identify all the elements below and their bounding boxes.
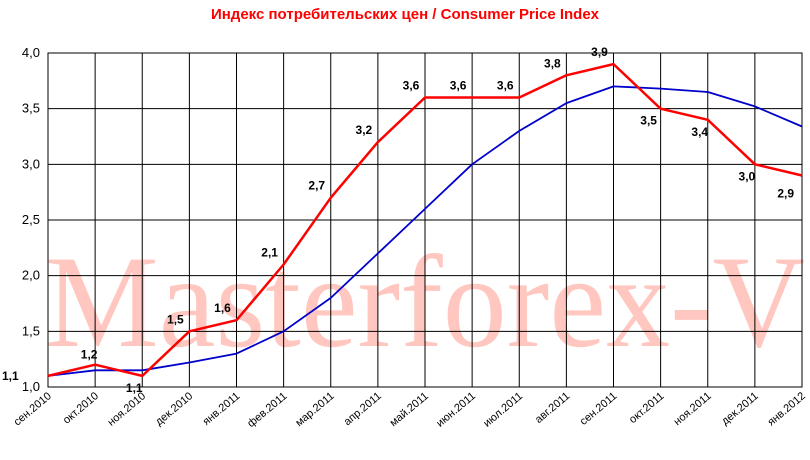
data-label: 1,1 — [126, 381, 143, 395]
x-tick-label: янв.2011 — [201, 390, 243, 428]
grid-layer — [47, 52, 803, 388]
x-tick-label: янв.2012 — [765, 390, 807, 428]
data-label: 1,6 — [214, 301, 231, 315]
data-label: 3,6 — [403, 79, 420, 93]
x-tick-label: апр.2011 — [342, 390, 384, 428]
data-label: 3,9 — [591, 45, 608, 59]
chart-title: Индекс потребительских цен / Consumer Pr… — [210, 6, 600, 23]
data-label: 3,0 — [739, 169, 756, 183]
cpi-series-line — [47, 62, 803, 378]
x-tick-label: ноя.2010 — [105, 390, 148, 429]
y-tick-label: 4,0 — [22, 45, 40, 60]
data-label: 3,2 — [356, 123, 373, 137]
x-tick-label: окт.2010 — [61, 390, 101, 426]
y-tick-label: 3,0 — [22, 156, 40, 171]
data-label: 3,6 — [450, 79, 467, 93]
data-label: 3,8 — [544, 56, 561, 70]
x-tick-label: июл.2011 — [481, 390, 525, 430]
data-label: 2,7 — [308, 179, 325, 193]
label-layer: 1,1 1,2 1,1 1,5 1,6 2,1 2,7 3,2 3,6 3,6 3,6 3,8 3,9 3… — [2, 45, 794, 395]
y-tick-label: 2,0 — [22, 268, 40, 283]
x-tick-label: ноя.2011 — [672, 390, 714, 428]
data-label: 2,9 — [777, 186, 794, 200]
x-tick-label: дек.2010 — [153, 390, 195, 428]
x-tick-label: авг.2011 — [533, 390, 572, 426]
data-label: 3,6 — [497, 79, 514, 93]
x-tick-label: мар.2011 — [293, 390, 336, 429]
data-label: 3,5 — [640, 114, 657, 128]
y-tick-label: 2,5 — [22, 212, 40, 227]
x-tick-label: май.2011 — [388, 390, 431, 429]
x-tick-label: сен.2010 — [12, 390, 54, 428]
data-label: 1,1 — [2, 369, 19, 383]
series-layer — [47, 62, 803, 378]
data-label: 2,1 — [261, 246, 278, 260]
data-label: 3,4 — [691, 125, 708, 139]
x-tick-label: дек.2011 — [719, 390, 760, 428]
trend-series-line — [47, 85, 803, 377]
data-label: 1,5 — [167, 312, 184, 326]
x-tick-label: июн.2011 — [434, 390, 478, 430]
x-tick-label: окт.2011 — [627, 390, 667, 426]
data-label: 1,2 — [81, 348, 98, 362]
y-tick-label: 1,5 — [22, 323, 40, 338]
x-tick-label: фев.2011 — [245, 390, 289, 430]
y-tick-label: 1,0 — [22, 379, 40, 394]
x-tick-label: сен.2011 — [578, 390, 620, 428]
y-tick-label: 3,5 — [22, 101, 40, 116]
